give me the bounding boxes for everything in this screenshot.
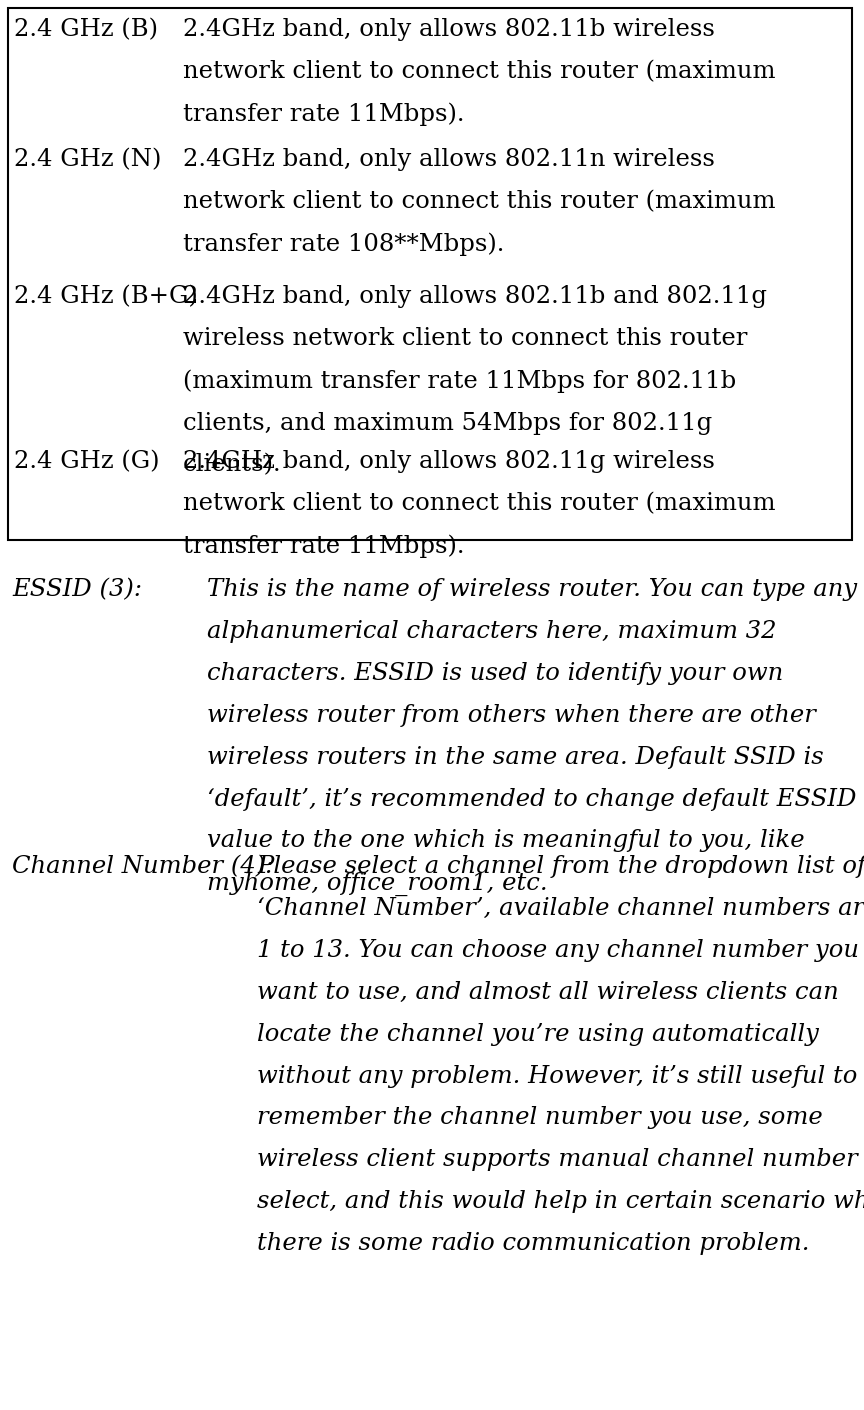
Text: 2.4 GHz (B+G): 2.4 GHz (B+G)	[14, 285, 198, 307]
Text: 2.4GHz band, only allows 802.11b and 802.11g
wireless network client to connect : 2.4GHz band, only allows 802.11b and 802…	[183, 285, 767, 477]
Text: 2.4 GHz (B): 2.4 GHz (B)	[14, 18, 158, 41]
Text: This is the name of wireless router. You can type any
alphanumerical characters : This is the name of wireless router. You…	[207, 578, 857, 895]
Text: ESSID (3):: ESSID (3):	[12, 578, 142, 601]
Text: 2.4GHz band, only allows 802.11n wireless
network client to connect this router : 2.4GHz band, only allows 802.11n wireles…	[183, 148, 776, 255]
Text: Please select a channel from the dropdown list of
‘Channel Number’, available ch: Please select a channel from the dropdow…	[257, 854, 864, 1255]
Text: 2.4 GHz (N): 2.4 GHz (N)	[14, 148, 162, 171]
Text: 2.4GHz band, only allows 802.11b wireless
network client to connect this router : 2.4GHz band, only allows 802.11b wireles…	[183, 18, 776, 125]
Bar	[8, 8, 852, 540]
Text: 2.4GHz band, only allows 802.11g wireless
network client to connect this router : 2.4GHz band, only allows 802.11g wireles…	[183, 450, 776, 558]
Text: 2.4 GHz (G): 2.4 GHz (G)	[14, 450, 160, 472]
Text: Channel Number (4):: Channel Number (4):	[12, 854, 273, 878]
